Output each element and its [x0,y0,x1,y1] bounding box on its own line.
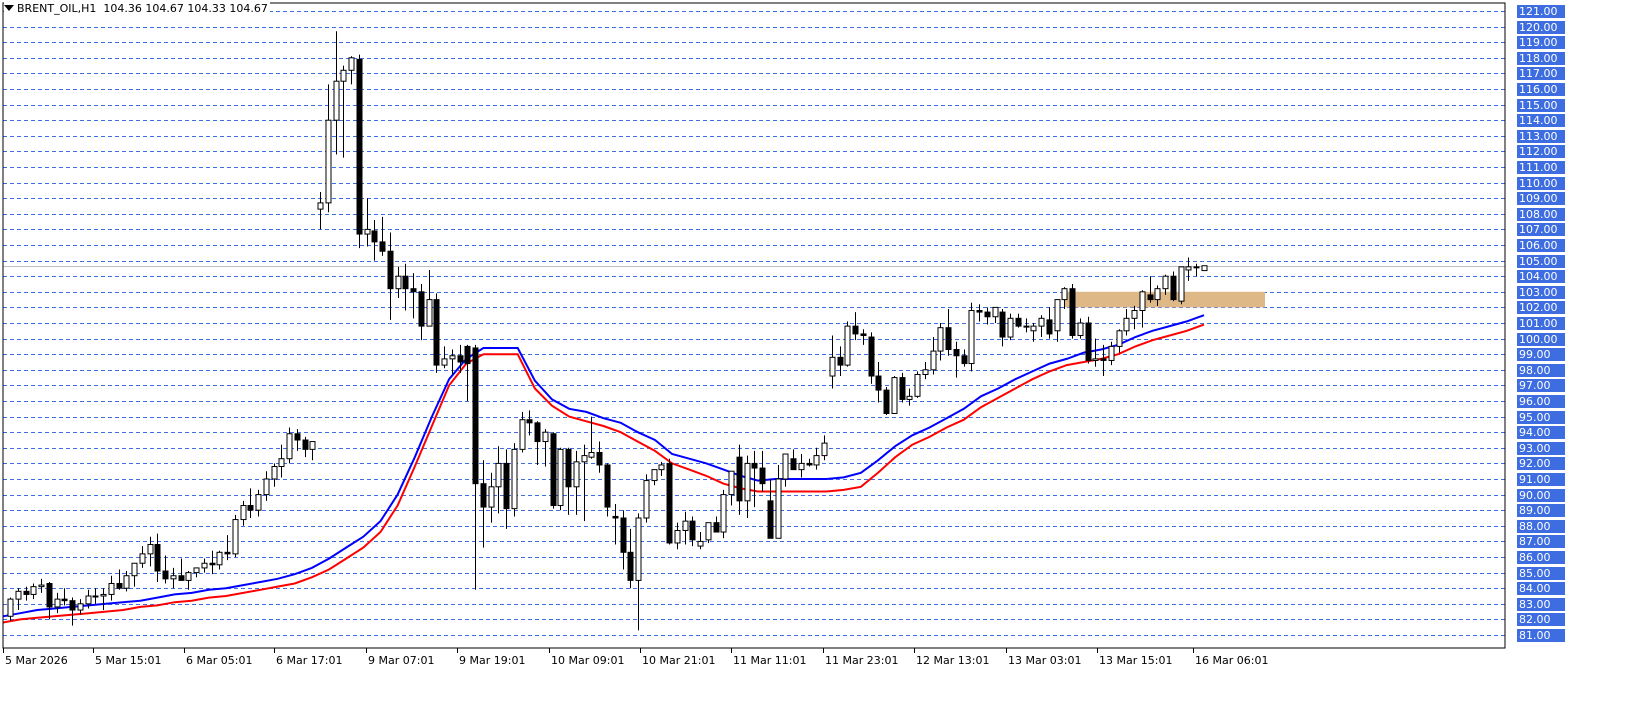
price-tick-label: 106.00 [1517,238,1565,252]
time-tick-label: 6 Mar 17:01 [276,654,343,667]
price-tick-label: 92.00 [1517,456,1565,470]
chart-header: BRENT_OIL,H1 104.36 104.67 104.33 104.67 [4,2,270,15]
price-tick-label: 119.00 [1517,35,1565,49]
candlesticks [7,31,1208,631]
price-tick-label: 104.00 [1517,269,1565,283]
price-tick-label: 94.00 [1517,425,1565,439]
collapse-triangle-icon[interactable] [4,5,14,11]
price-tick-label: 100.00 [1517,332,1565,346]
symbol-label: BRENT_OIL,H1 [17,2,97,15]
time-tick-label: 13 Mar 15:01 [1099,654,1173,667]
price-tick-label: 102.00 [1517,300,1565,314]
price-tick-label: 117.00 [1517,66,1565,80]
price-tick-label: 96.00 [1517,394,1565,408]
price-tick-label: 85.00 [1517,566,1565,580]
price-tick-label: 112.00 [1517,144,1565,158]
time-tick-label: 12 Mar 13:01 [916,654,990,667]
price-tick-label: 114.00 [1517,113,1565,127]
price-tick-label: 116.00 [1517,82,1565,96]
moving-averages [2,314,1205,624]
time-tick-label: 5 Mar 2026 [5,654,68,667]
price-tick-label: 87.00 [1517,534,1565,548]
price-tick-label: 99.00 [1517,347,1565,361]
price-tick-label: 105.00 [1517,254,1565,268]
price-tick-label: 118.00 [1517,51,1565,65]
price-tick-label: 93.00 [1517,441,1565,455]
time-tick-label: 9 Mar 07:01 [368,654,435,667]
price-tick-label: 86.00 [1517,550,1565,564]
x-axis-ticks [3,648,1194,653]
time-tick-label: 10 Mar 09:01 [551,654,625,667]
time-tick-label: 11 Mar 11:01 [733,654,807,667]
price-tick-label: 83.00 [1517,597,1565,611]
price-tick-label: 121.00 [1517,4,1565,18]
price-tick-label: 84.00 [1517,581,1565,595]
time-tick-label: 10 Mar 21:01 [642,654,716,667]
price-tick-label: 88.00 [1517,519,1565,533]
time-tick-label: 6 Mar 05:01 [186,654,253,667]
ohlc-values: 104.36 104.67 104.33 104.67 [103,2,268,15]
price-tick-label: 101.00 [1517,316,1565,330]
price-tick-label: 90.00 [1517,488,1565,502]
price-tick-label: 108.00 [1517,207,1565,221]
time-tick-label: 16 Mar 06:01 [1195,654,1269,667]
price-tick-label: 95.00 [1517,410,1565,424]
price-tick-label: 91.00 [1517,472,1565,486]
price-tick-label: 82.00 [1517,612,1565,626]
time-tick-label: 5 Mar 15:01 [95,654,162,667]
time-tick-label: 9 Mar 19:01 [459,654,526,667]
price-tick-label: 109.00 [1517,191,1565,205]
price-tick-label: 97.00 [1517,378,1565,392]
support-resistance-zone[interactable] [1065,291,1265,308]
time-tick-label: 13 Mar 03:01 [1008,654,1082,667]
price-tick-label: 103.00 [1517,285,1565,299]
grid-lines [3,11,1505,636]
price-tick-label: 89.00 [1517,503,1565,517]
plot-frame [2,2,1506,649]
price-tick-label: 110.00 [1517,176,1565,190]
price-tick-label: 115.00 [1517,98,1565,112]
price-tick-label: 98.00 [1517,363,1565,377]
price-tick-label: 120.00 [1517,20,1565,34]
time-tick-label: 11 Mar 23:01 [825,654,899,667]
price-tick-label: 113.00 [1517,129,1565,143]
price-tick-label: 111.00 [1517,160,1565,174]
price-tick-label: 107.00 [1517,222,1565,236]
price-tick-label: 81.00 [1517,628,1565,642]
